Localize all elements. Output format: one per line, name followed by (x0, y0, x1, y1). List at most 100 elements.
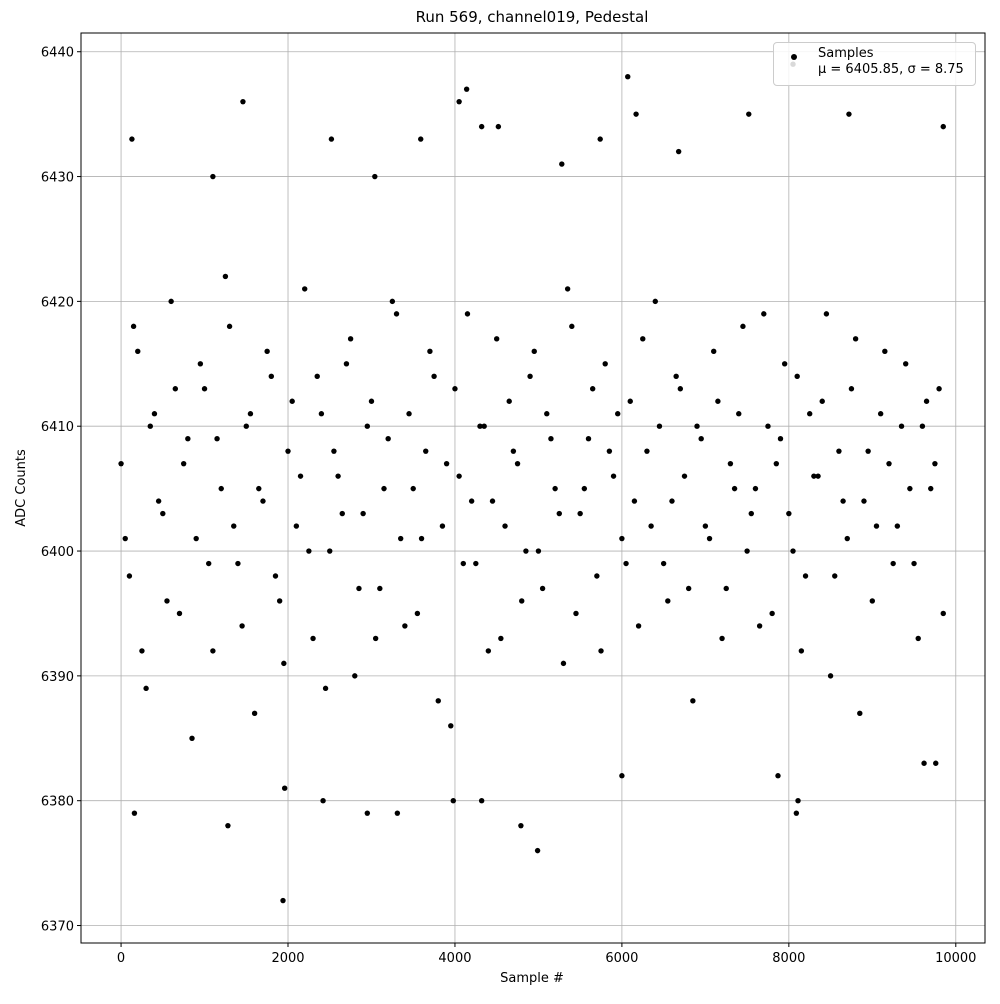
point (155, 498, 162, 504)
point (418, 136, 424, 142)
point (322, 685, 329, 692)
point (235, 560, 241, 567)
point (552, 485, 558, 492)
point (940, 123, 946, 130)
point (932, 460, 938, 467)
point (443, 460, 450, 467)
point (272, 573, 279, 579)
legend: Samples μ = 6405.85, σ = 8.75 (773, 42, 976, 86)
point (264, 348, 270, 355)
point (597, 136, 603, 142)
point (318, 411, 325, 417)
point (189, 735, 195, 741)
point (669, 498, 675, 504)
point (802, 573, 809, 579)
point (381, 485, 387, 492)
point (477, 423, 483, 429)
point (328, 136, 335, 142)
point (478, 797, 485, 804)
point (877, 411, 884, 417)
point (389, 298, 396, 305)
point (331, 448, 337, 454)
point (531, 348, 537, 355)
y-axis-label: ADC Counts (14, 449, 29, 527)
x-tick-label: 0 (117, 951, 125, 966)
y-tick-label: 6430 (41, 171, 74, 186)
point (406, 411, 412, 417)
point (836, 448, 842, 454)
point (495, 123, 502, 130)
point (723, 585, 729, 592)
point (740, 323, 746, 330)
point (585, 435, 592, 442)
point (226, 323, 233, 330)
point (431, 373, 437, 379)
point (356, 585, 362, 592)
point (485, 648, 492, 654)
point (147, 423, 153, 429)
point (289, 398, 295, 404)
point (652, 298, 658, 305)
point (281, 785, 288, 791)
point (675, 148, 682, 155)
point (239, 623, 245, 629)
point (498, 635, 504, 642)
point (775, 773, 781, 779)
point (377, 585, 383, 592)
points (118, 61, 946, 904)
point (790, 548, 796, 554)
point (222, 273, 229, 280)
point (602, 361, 608, 367)
point (518, 822, 524, 829)
point (898, 423, 905, 429)
x-tick-label: 4000 (438, 951, 471, 966)
point (139, 648, 145, 654)
point (619, 535, 625, 542)
point (489, 498, 496, 504)
point (706, 535, 713, 542)
point (823, 311, 830, 317)
point (569, 323, 575, 330)
point (210, 173, 216, 180)
point (130, 323, 137, 330)
point (644, 448, 650, 454)
y-tick-label: 6420 (41, 295, 74, 310)
point (306, 548, 312, 554)
point (886, 460, 892, 467)
point (798, 648, 805, 654)
point (911, 560, 917, 567)
point (343, 361, 350, 367)
point (225, 822, 231, 829)
point (673, 373, 679, 379)
point (231, 523, 237, 529)
point (314, 373, 320, 379)
point (633, 111, 639, 117)
point (665, 598, 671, 604)
x-tick-label: 10000 (935, 951, 976, 966)
point (711, 348, 717, 355)
point (606, 448, 613, 454)
chart-title: Run 569, channel019, Pedestal (416, 8, 649, 26)
point (368, 398, 375, 404)
point (615, 411, 621, 417)
point (769, 610, 775, 617)
point (936, 386, 942, 392)
point (731, 485, 738, 492)
point (310, 635, 316, 642)
point (251, 710, 258, 717)
point (452, 386, 458, 392)
point (180, 460, 187, 467)
point (418, 535, 425, 542)
point (827, 673, 834, 679)
point (463, 86, 470, 92)
point (598, 648, 604, 654)
point (811, 473, 817, 479)
point (548, 435, 554, 442)
point (468, 498, 475, 504)
point (852, 336, 859, 342)
point (122, 535, 128, 542)
point (894, 523, 901, 529)
point (456, 473, 462, 479)
point (560, 660, 567, 667)
